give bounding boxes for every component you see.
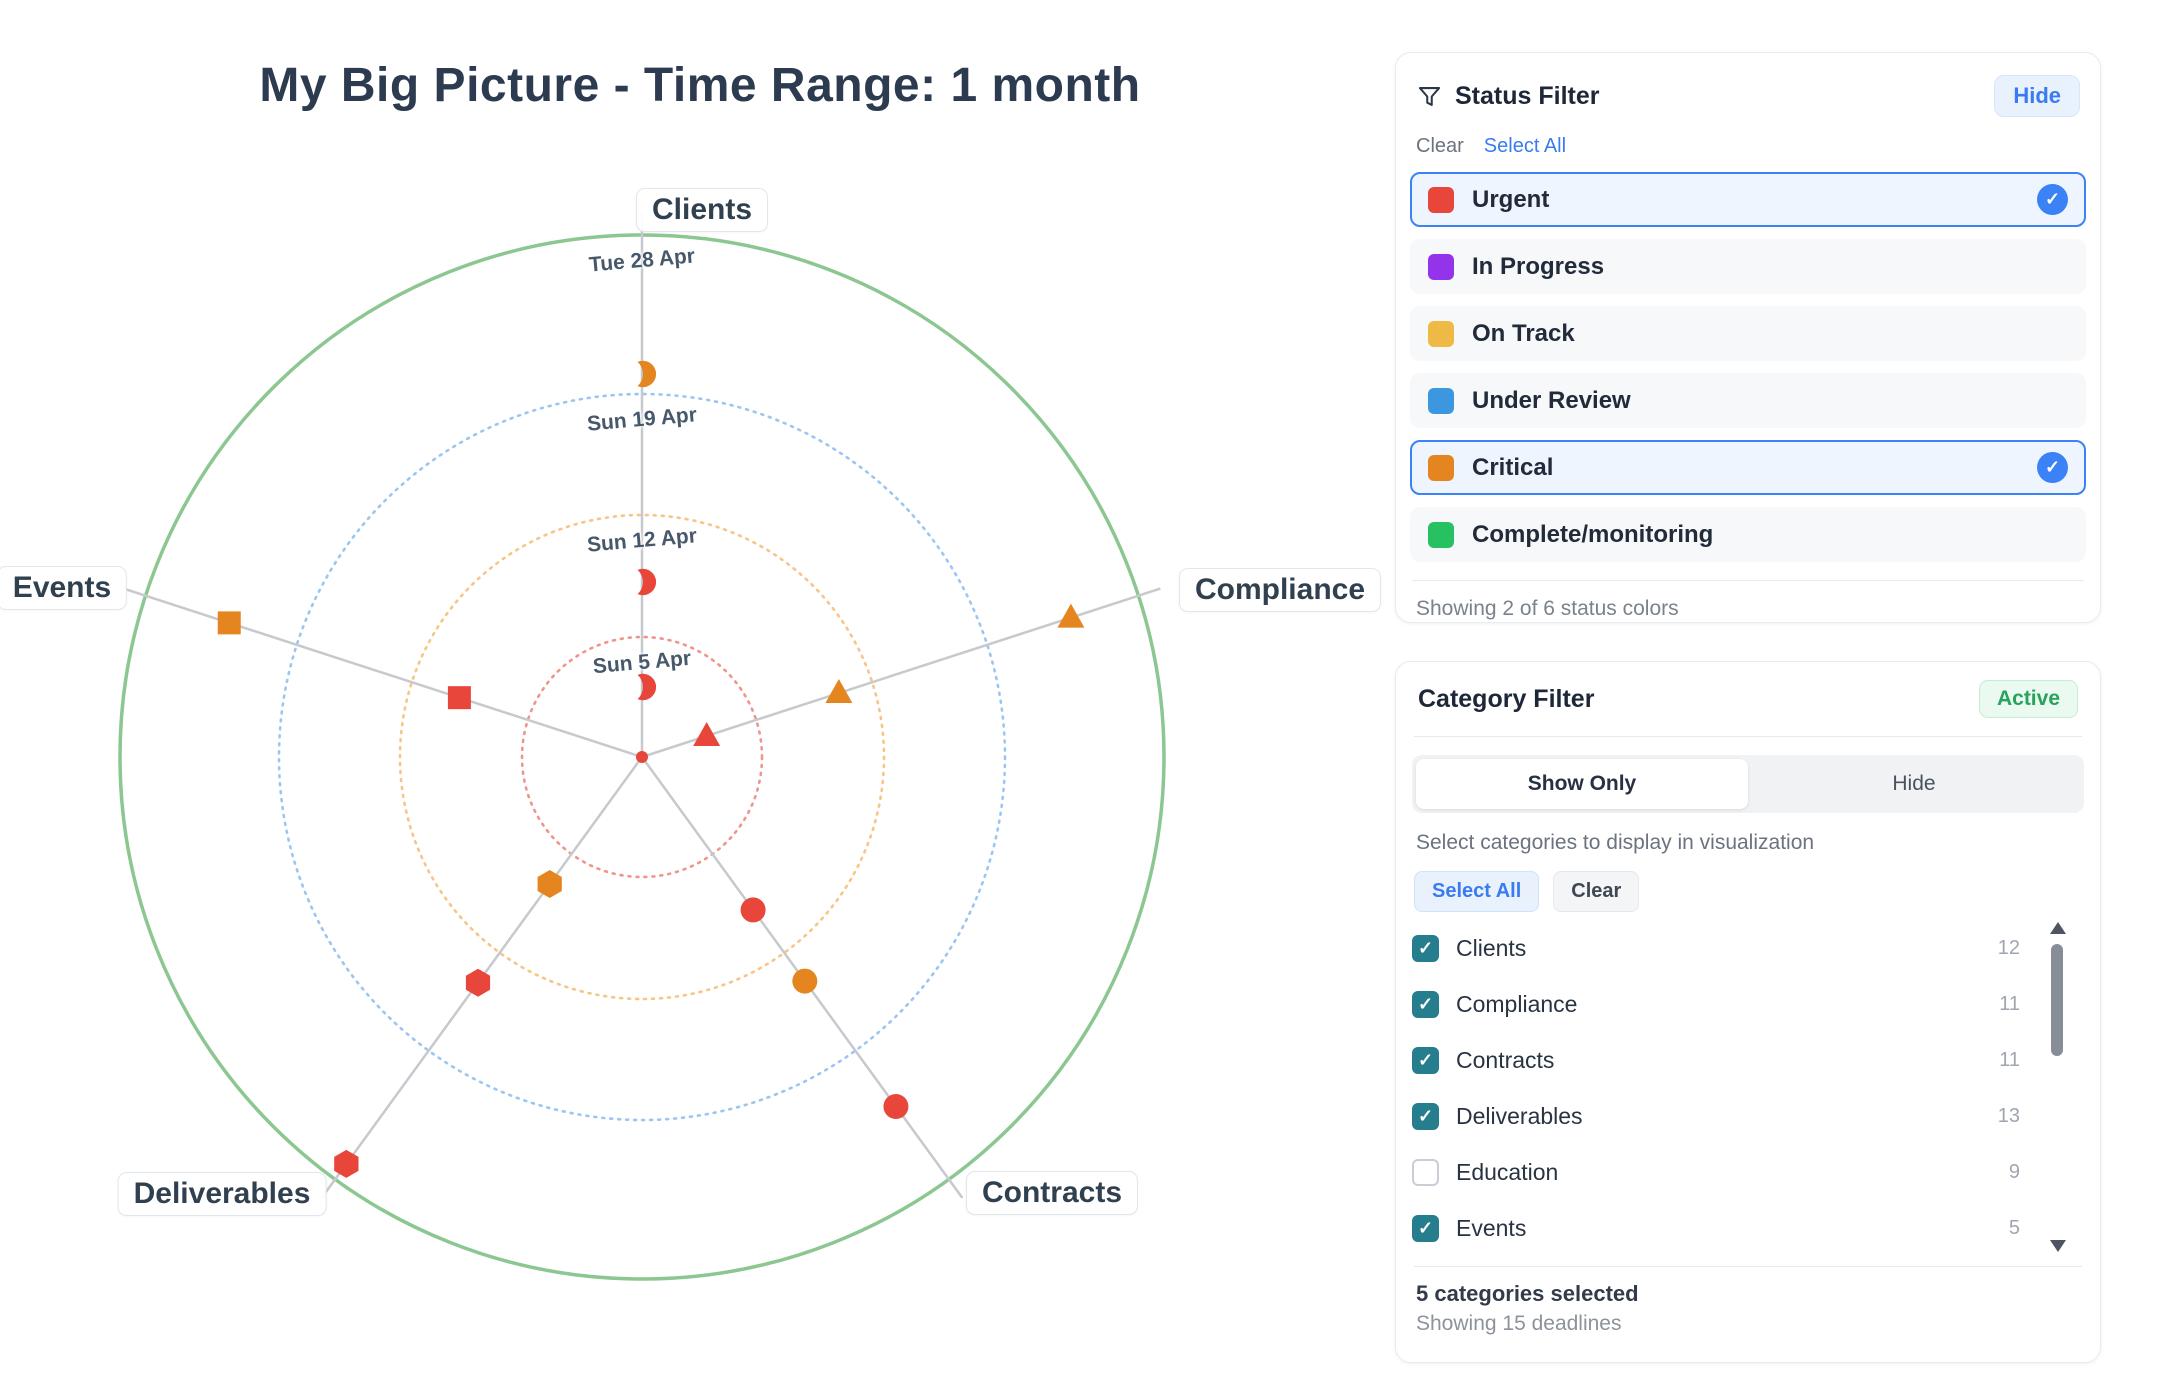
deadline-marker-compliance[interactable] (1057, 603, 1085, 628)
category-item-contracts[interactable]: ✓ Contracts 11 (1412, 1032, 2020, 1088)
axis-line-events (123, 587, 643, 759)
tab-show-only[interactable]: Show Only (1416, 759, 1748, 809)
category-count: 11 (1999, 992, 2020, 1015)
status-filter-item-critical[interactable]: Critical ✓ (1410, 440, 2086, 495)
deadline-marker-contracts[interactable] (883, 1093, 909, 1119)
status-filter-title: Status Filter (1455, 81, 1600, 110)
category-label: Contracts (1456, 1046, 1555, 1073)
category-label: Clients (1456, 934, 1527, 961)
category-label: Education (1456, 1158, 1559, 1185)
category-select-all-button[interactable]: Select All (1414, 871, 1540, 912)
status-filter-item-urgent[interactable]: Urgent ✓ (1410, 172, 2086, 227)
category-list: ✓ Clients 12 ✓ Compliance 11 ✓ Contracts 11 ✓ Deli… (1412, 920, 2084, 1256)
deadline-marker-clients[interactable] (637, 568, 657, 596)
status-label: Urgent (1472, 185, 1550, 213)
status-filter-item-under-review[interactable]: Under Review (1410, 373, 2086, 428)
chart-canvas (118, 212, 1166, 1281)
category-item-compliance[interactable]: ✓ Compliance 11 (1412, 976, 2020, 1032)
category-item-events[interactable]: ✓ Events 5 (1412, 1200, 2020, 1256)
category-label: Compliance (1456, 990, 1578, 1017)
status-select-all-link[interactable]: Select All (1483, 135, 1567, 157)
deadline-marker-contracts[interactable] (792, 968, 818, 994)
deadline-marker-events[interactable] (447, 686, 471, 710)
status-hide-button[interactable]: Hide (1994, 75, 2080, 117)
checkbox-icon[interactable]: ✓ (1412, 1046, 1439, 1074)
chart-title: My Big Picture - Time Range: 1 month (259, 59, 1141, 112)
checkbox-icon[interactable]: ✓ (1412, 934, 1439, 962)
category-count: 12 (1997, 936, 2020, 959)
status-color-swatch (1428, 320, 1454, 347)
deadline-marker-deliverables[interactable] (465, 968, 491, 997)
category-count: 11 (1999, 1048, 2020, 1071)
divider (1412, 580, 2084, 581)
ring-sun-19-apr (277, 392, 1007, 1122)
filter-funnel-icon (1418, 86, 1441, 106)
category-filter-description: Select categories to display in visualiz… (1416, 831, 1815, 854)
status-color-swatch (1428, 521, 1454, 548)
axis-line-compliance (641, 587, 1161, 759)
status-filter-panel: Status Filter Hide Clear Select All Urge… (1395, 52, 2101, 623)
category-label: Events (1456, 1214, 1527, 1241)
status-clear-link[interactable]: Clear (1416, 135, 1464, 157)
selected-check-icon: ✓ (2037, 184, 2068, 215)
deadline-marker-clients[interactable] (637, 673, 657, 701)
status-filter-item-complete-monitoring[interactable]: Complete/monitoring (1410, 507, 2086, 562)
category-item-education[interactable]: Education 9 (1412, 1144, 2020, 1200)
deadline-marker-compliance[interactable] (693, 721, 721, 746)
deadline-marker-events[interactable] (217, 611, 241, 635)
category-showing-summary: Showing 15 deadlines (1416, 1312, 1622, 1335)
status-filter-header: Status Filter Hide (1410, 75, 2086, 117)
status-filter-footer: Showing 2 of 6 status colors (1416, 597, 1679, 620)
status-color-swatch (1428, 253, 1454, 280)
checkbox-icon[interactable]: ✓ (1412, 1102, 1439, 1130)
deadline-marker-clients[interactable] (637, 360, 657, 388)
category-count: 5 (2008, 1216, 2020, 1239)
checkbox-icon[interactable] (1412, 1158, 1439, 1186)
status-label: Complete/monitoring (1472, 520, 1714, 548)
deadline-marker-contracts[interactable] (740, 897, 766, 923)
status-filter-item-in-progress[interactable]: In Progress (1410, 239, 2086, 294)
deadline-marker-compliance[interactable] (825, 679, 853, 704)
category-label: Deliverables (1456, 1102, 1583, 1129)
status-label: Critical (1472, 453, 1554, 481)
category-filter-title: Category Filter (1418, 684, 1595, 713)
category-mode-tabs: Show Only Hide (1412, 755, 2084, 813)
status-color-swatch (1428, 387, 1454, 414)
category-item-deliverables[interactable]: ✓ Deliverables 13 (1412, 1088, 2020, 1144)
radar-timeline-chart: Sun 5 Apr Sun 12 Apr Sun 19 Apr Tue 28 Apr C… (0, 59, 1382, 1281)
status-label: Under Review (1472, 386, 1631, 414)
status-label: In Progress (1472, 252, 1605, 280)
scrollbar-thumb[interactable] (2051, 944, 2063, 1056)
status-filter-list: Urgent ✓ In Progress On Track Under Review Cr… (1410, 172, 2086, 562)
scroll-up-icon[interactable] (2050, 922, 2066, 934)
checkbox-icon[interactable]: ✓ (1412, 990, 1439, 1018)
status-label: On Track (1472, 319, 1575, 347)
ring-sun-12-apr (398, 513, 886, 1001)
status-filter-item-on-track[interactable]: On Track (1410, 306, 2086, 361)
category-list-scrollbar (2048, 922, 2066, 1252)
category-selected-summary: 5 categories selected (1416, 1281, 1639, 1306)
divider (1414, 1266, 2082, 1267)
selected-check-icon: ✓ (2037, 452, 2068, 483)
category-item-clients[interactable]: ✓ Clients 12 (1412, 920, 2020, 976)
status-color-swatch (1428, 186, 1454, 213)
category-filter-panel: Category Filter Active Show Only Hide Se… (1395, 661, 2101, 1363)
category-clear-button[interactable]: Clear (1553, 871, 1640, 912)
chart-center-dot (636, 751, 648, 763)
deadline-marker-deliverables[interactable] (537, 870, 562, 898)
category-count: 13 (1997, 1104, 2020, 1127)
category-count: 9 (2008, 1160, 2020, 1183)
category-active-badge: Active (1978, 680, 2078, 718)
category-filter-header: Category Filter Active (1412, 680, 2084, 718)
divider (1414, 736, 2082, 737)
checkbox-icon[interactable]: ✓ (1412, 1214, 1439, 1242)
status-color-swatch (1428, 454, 1454, 481)
ring-sun-5-apr (520, 635, 764, 879)
tab-hide[interactable]: Hide (1892, 772, 1936, 795)
deadline-marker-deliverables[interactable] (334, 1149, 359, 1178)
scroll-down-icon[interactable] (2050, 1240, 2066, 1252)
